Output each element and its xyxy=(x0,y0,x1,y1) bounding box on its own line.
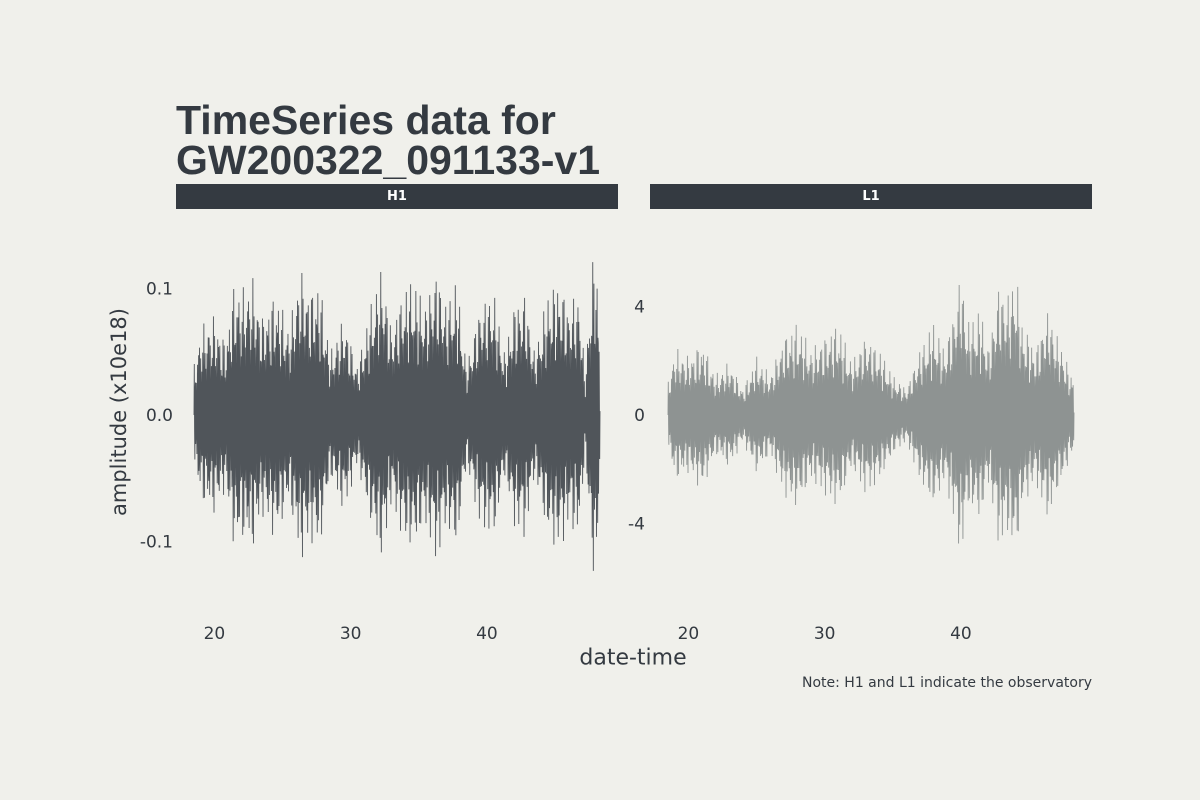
chart-title-line-1: TimeSeries data for xyxy=(176,97,556,143)
y-tick-label-l1: -4 xyxy=(628,515,645,535)
facet-strip-l1: L1 xyxy=(650,184,1092,209)
x-tick-label-h1: 30 xyxy=(340,624,362,644)
facet-strip-h1-label: H1 xyxy=(387,189,407,204)
x-tick-label-h1: 40 xyxy=(476,624,498,644)
y-tick-label-h1: -0.1 xyxy=(140,533,173,553)
facet-strip-l1-label: L1 xyxy=(862,189,880,204)
x-tick-label-l1: 20 xyxy=(678,624,700,644)
series-line-l1 xyxy=(667,284,1075,544)
x-tick-label-l1: 30 xyxy=(814,624,836,644)
x-tick-label-h1: 20 xyxy=(204,624,226,644)
facet-strip-h1: H1 xyxy=(176,184,618,209)
chart-caption: Note: H1 and L1 indicate the observatory xyxy=(801,675,1092,691)
y-tick-label-h1: 0.0 xyxy=(146,406,173,426)
x-tick-label-l1: 40 xyxy=(950,624,972,644)
y-tick-label-h1: 0.1 xyxy=(146,279,173,299)
chart-title: TimeSeries data for GW200322_091133-v1 xyxy=(176,97,601,183)
y-axis-label: amplitude (x10e18) xyxy=(107,308,131,516)
chart-title-line-2: GW200322_091133-v1 xyxy=(176,137,601,183)
y-tick-label-l1: 4 xyxy=(634,297,645,317)
x-axis-label: date-time xyxy=(579,645,687,671)
y-tick-label-l1: 0 xyxy=(634,406,645,426)
series-line-h1 xyxy=(193,262,601,571)
